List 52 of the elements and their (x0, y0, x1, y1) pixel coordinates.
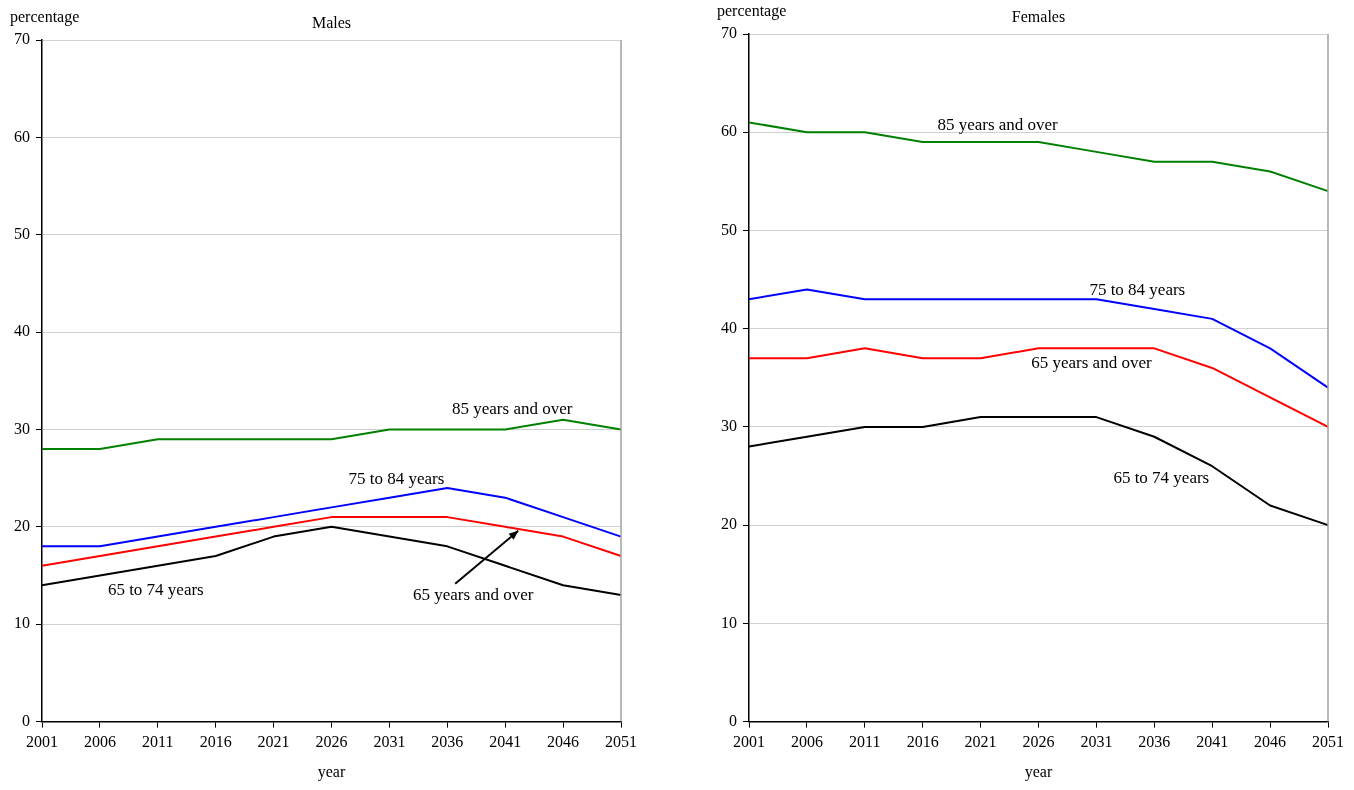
x-tick-label: 2016 (906, 733, 939, 751)
series-label: 85 years and over (937, 114, 1059, 134)
x-tick-label: 2051 (605, 733, 637, 751)
y-tick-label: 30 (721, 417, 737, 435)
x-tick-label: 2041 (1196, 733, 1229, 751)
y-tick-label: 60 (721, 122, 737, 140)
series-label: 65 to 74 years (107, 580, 204, 600)
x-tick-label: 2021 (257, 733, 290, 751)
series-label: 85 years and over (452, 398, 573, 418)
x-tick-label: 2036 (1138, 733, 1171, 751)
x-tick-label: 2046 (1254, 733, 1287, 751)
chart-title: Males (311, 14, 352, 31)
y-tick-label: 30 (14, 419, 30, 437)
x-tick-label: 2046 (547, 733, 580, 751)
y-tick-label: 20 (721, 515, 737, 533)
y-axis-title: percentage (717, 2, 787, 20)
x-tick-label: 2031 (1080, 733, 1113, 751)
x-tick-label: 2051 (1312, 733, 1344, 751)
series-label: 75 to 84 years (1089, 279, 1186, 299)
x-tick-label: 2041 (489, 733, 522, 751)
x-tick-label: 2011 (849, 733, 881, 751)
y-axis-title: percentage (10, 8, 80, 26)
x-tick-label: 2021 (964, 733, 997, 751)
x-tick-label: 2011 (142, 733, 174, 751)
x-axis-title: year (317, 762, 346, 781)
x-tick-label: 2026 (1022, 733, 1055, 751)
x-tick-label: 2001 (733, 733, 765, 751)
y-tick-label: 50 (721, 220, 737, 238)
y-tick-label: 20 (14, 517, 30, 535)
y-tick-label: 70 (14, 30, 30, 48)
y-tick-label: 40 (14, 322, 30, 340)
y-tick-label: 70 (721, 24, 737, 42)
series-label: 65 years and over (1031, 352, 1152, 372)
y-tick-label: 60 (14, 127, 30, 145)
series-label: 65 to 74 years (1113, 468, 1210, 488)
y-tick-label: 50 (14, 224, 30, 242)
x-tick-label: 2031 (373, 733, 406, 751)
x-tick-label: 2006 (83, 733, 116, 751)
y-tick-label: 0 (22, 711, 30, 729)
y-tick-label: 0 (729, 711, 737, 729)
x-tick-label: 2026 (315, 733, 348, 751)
x-tick-label: 2016 (199, 733, 232, 751)
y-tick-label: 40 (721, 318, 737, 336)
x-tick-label: 2006 (790, 733, 823, 751)
y-tick-label: 10 (721, 613, 737, 631)
text: 65 years and over (413, 585, 534, 605)
x-axis-title: year (1024, 762, 1053, 781)
y-tick-label: 10 (14, 614, 30, 632)
series-label: 75 to 84 years (348, 469, 445, 489)
x-tick-label: 2001 (26, 733, 58, 751)
x-tick-label: 2036 (431, 733, 464, 751)
chart-title: Females (1011, 8, 1066, 25)
